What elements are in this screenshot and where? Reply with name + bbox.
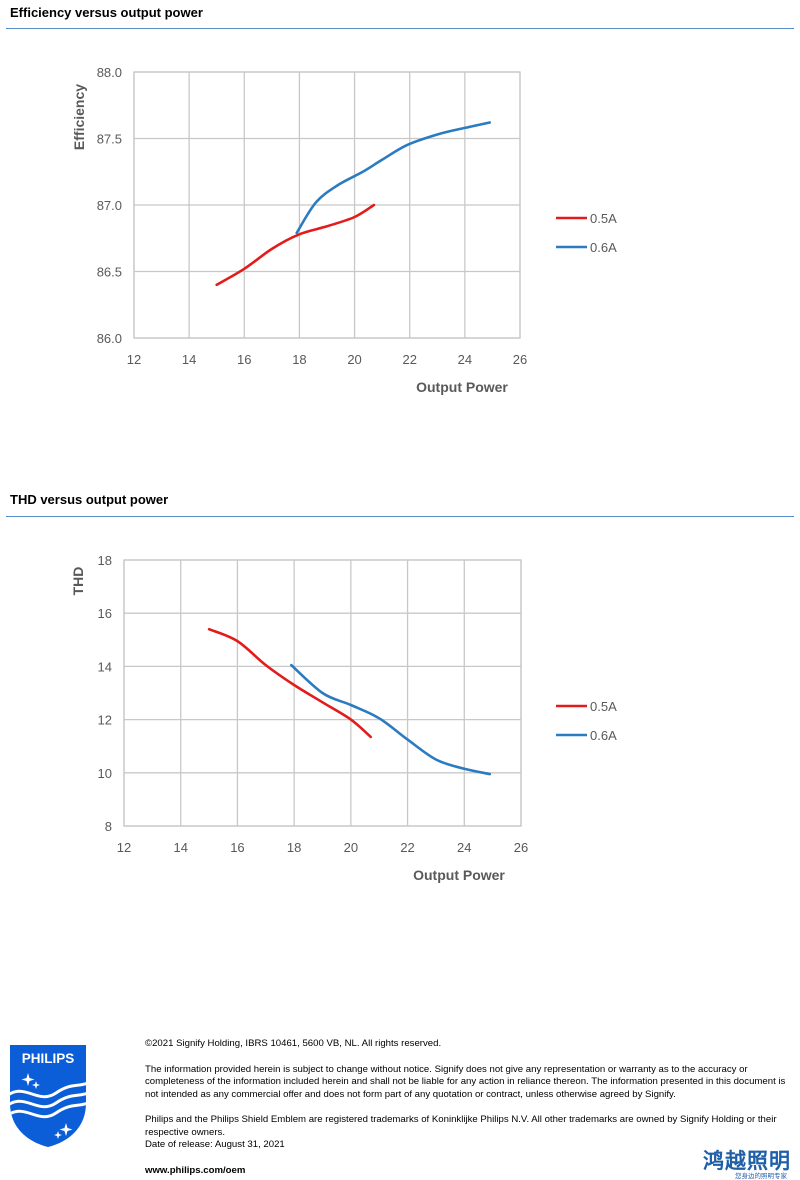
y-tick-label: 10 bbox=[98, 766, 112, 781]
x-tick-label: 16 bbox=[237, 352, 251, 367]
footer-legal: ©2021 Signify Holding, IBRS 10461, 5600 … bbox=[145, 1038, 790, 1177]
series-line-0.6A bbox=[295, 121, 491, 235]
x-tick-label: 14 bbox=[182, 352, 196, 367]
y-tick-label: 16 bbox=[98, 606, 112, 621]
efficiency-chart: 12 14 16 18 20 22 24 26 86.0 86.5 87.0 87.5 88.0 Outp… bbox=[71, 65, 617, 395]
x-tick-label: 12 bbox=[127, 352, 141, 367]
y-tick-label: 87.0 bbox=[97, 198, 122, 213]
legend-label: 0.6A bbox=[590, 728, 617, 743]
x-tick-label: 26 bbox=[513, 352, 527, 367]
y-tick-label: 87.5 bbox=[97, 132, 122, 147]
trademark-text: Philips and the Philips Shield Emblem ar… bbox=[145, 1114, 777, 1138]
x-tick-label: 14 bbox=[173, 840, 187, 855]
y-tick-label: 12 bbox=[98, 713, 112, 728]
x-tick-label: 16 bbox=[230, 840, 244, 855]
y-axis-title: THD bbox=[70, 567, 86, 596]
y-tick-label: 14 bbox=[98, 659, 112, 674]
x-tick-label: 18 bbox=[292, 352, 306, 367]
philips-wordmark: PHILIPS bbox=[22, 1051, 75, 1066]
copyright-text: ©2021 Signify Holding, IBRS 10461, 5600 … bbox=[145, 1038, 442, 1049]
series-line-0.5A bbox=[215, 203, 376, 287]
series-line-0.5A bbox=[207, 627, 372, 739]
x-tick-label: 24 bbox=[458, 352, 472, 367]
y-tick-label: 8 bbox=[105, 819, 112, 834]
y-tick-label: 86.0 bbox=[97, 331, 122, 346]
section-divider bbox=[6, 516, 794, 517]
series-line-0.6A bbox=[290, 663, 492, 776]
legend-label: 0.5A bbox=[590, 699, 617, 714]
section-title-efficiency: Efficiency versus output power bbox=[10, 5, 203, 20]
x-tick-label: 18 bbox=[287, 840, 301, 855]
thd-chart: 12 14 16 18 20 22 24 26 8 10 12 14 16 18 Output Power T… bbox=[70, 553, 617, 883]
y-tick-label: 88.0 bbox=[97, 65, 122, 80]
x-tick-label: 12 bbox=[117, 840, 131, 855]
legend-label: 0.6A bbox=[590, 240, 617, 255]
x-tick-label: 24 bbox=[457, 840, 471, 855]
x-tick-label: 22 bbox=[400, 840, 414, 855]
philips-shield-logo: PHILIPS bbox=[10, 1045, 86, 1147]
brand-cn-tagline: 您身边的照明专家 bbox=[735, 1172, 787, 1180]
x-tick-label: 26 bbox=[514, 840, 528, 855]
y-axis-title: Efficiency bbox=[71, 84, 87, 150]
section-title-thd: THD versus output power bbox=[10, 492, 169, 507]
x-tick-label: 20 bbox=[344, 840, 358, 855]
x-axis-title: Output Power bbox=[413, 867, 505, 883]
section-divider bbox=[6, 28, 794, 29]
y-tick-label: 86.5 bbox=[97, 265, 122, 280]
disclaimer-text: The information provided herein is subje… bbox=[145, 1063, 786, 1100]
brand-cn-logo: 鸿越照明 bbox=[703, 1149, 791, 1173]
x-tick-label: 20 bbox=[347, 352, 361, 367]
x-tick-label: 22 bbox=[402, 352, 416, 367]
release-date: Date of release: August 31, 2021 bbox=[145, 1139, 285, 1150]
website-link[interactable]: www.philips.com/oem bbox=[145, 1164, 246, 1176]
y-tick-label: 18 bbox=[98, 553, 112, 568]
legend-label: 0.5A bbox=[590, 211, 617, 226]
x-axis-title: Output Power bbox=[416, 379, 508, 395]
